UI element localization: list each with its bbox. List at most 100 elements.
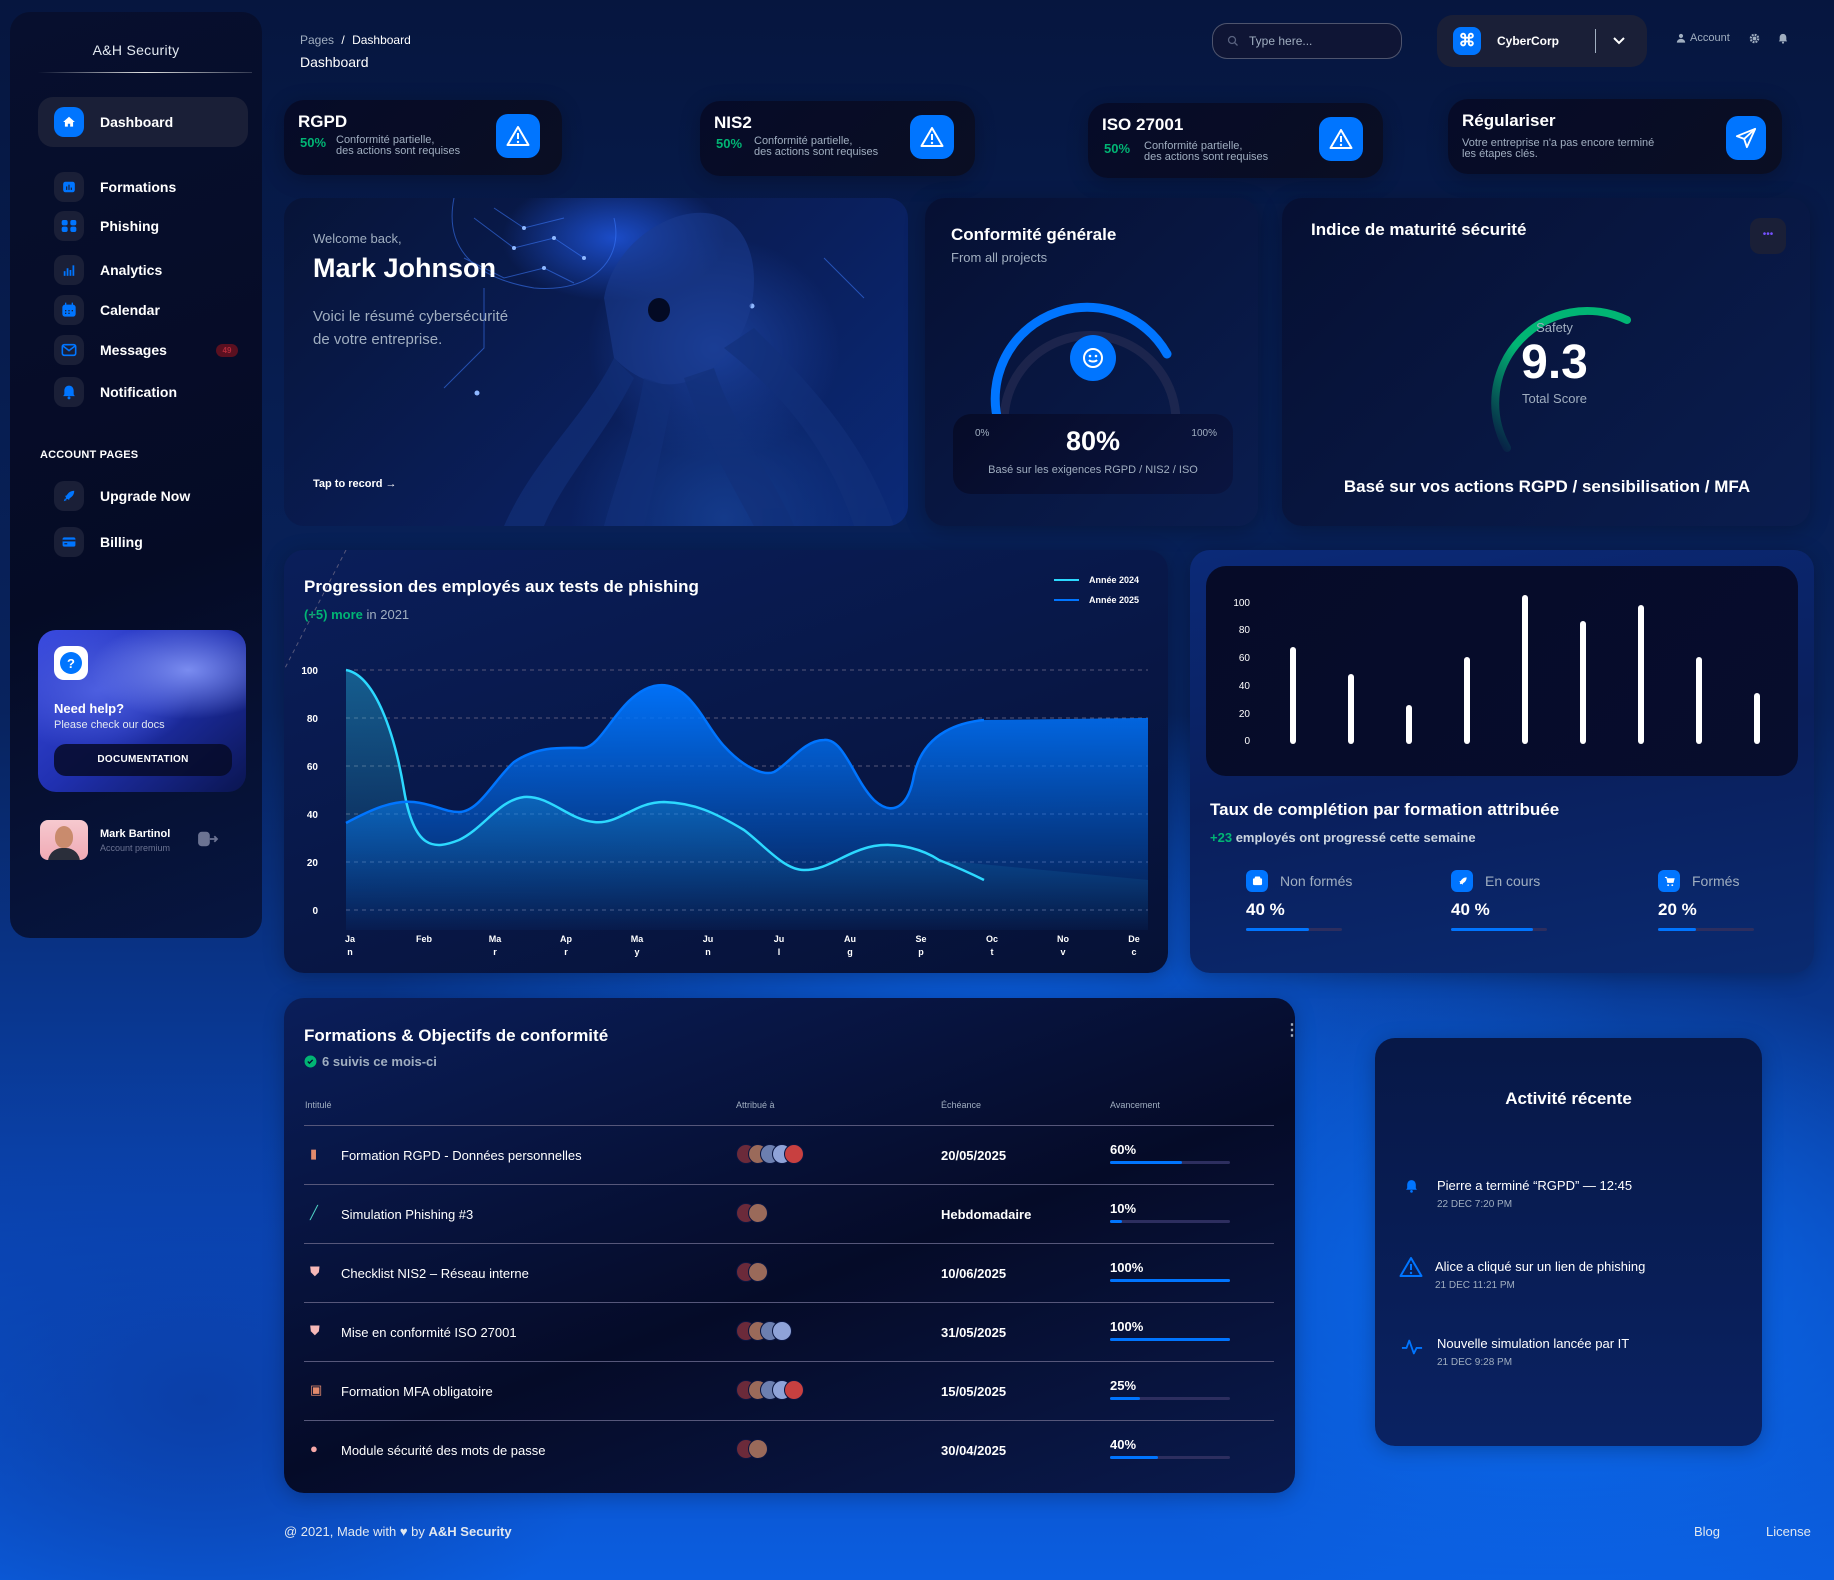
maturity-caption: Basé sur vos actions RGPD / sensibilisat…	[1343, 477, 1751, 496]
row-due-date: 10/06/2025	[941, 1266, 1007, 1281]
row-due-date: Hebdomadaire	[941, 1207, 1032, 1222]
table-row[interactable]: ⛊ Checklist NIS2 – Réseau interne 10/06/…	[304, 1243, 1274, 1302]
sidebar-item-label: Billing	[100, 534, 143, 550]
avatar-group	[736, 1203, 768, 1223]
shield-icon: ⛊	[310, 1323, 320, 1338]
row-due-date: 30/04/2025	[941, 1443, 1007, 1458]
stat-title: Régulariser	[1462, 111, 1556, 130]
user-profile[interactable]: Mark Bartinol Account premium	[40, 820, 170, 860]
svg-text:p: p	[918, 947, 924, 957]
footer-link-blog[interactable]: Blog	[1694, 1524, 1721, 1539]
row-progress: 25%	[1110, 1378, 1137, 1393]
sidebar-item-notification[interactable]: Notification	[38, 367, 248, 417]
progress-bar	[1110, 1456, 1230, 1459]
sidebar-item-messages[interactable]: Messages 49	[38, 325, 248, 375]
footer-link-license[interactable]: License	[1766, 1524, 1811, 1539]
svg-text:Ap: Ap	[560, 934, 572, 944]
row-due-date: 20/05/2025	[941, 1148, 1007, 1163]
card-title: Indice de maturité sécurité	[1311, 220, 1527, 239]
sidebar-item-label: Phishing	[100, 218, 160, 234]
welcome-message: Voici le résumé cybersécurité de votre en…	[313, 308, 509, 348]
footer-brand-link[interactable]: A&H Security	[428, 1524, 512, 1539]
brand-name: A&H Security	[92, 42, 180, 58]
avatar	[40, 820, 88, 860]
row-progress: 100%	[1110, 1319, 1144, 1334]
user-name: Mark Bartinol	[100, 827, 171, 840]
stat-card-regulariser[interactable]: Régulariser Votre entreprise n'a pas enc…	[1448, 99, 1782, 174]
breadcrumb-root[interactable]: Pages	[300, 33, 335, 47]
gear-icon[interactable]	[1749, 33, 1760, 44]
book-icon: ▮	[310, 1146, 318, 1161]
search-placeholder: Type here...	[1249, 34, 1313, 48]
table-row[interactable]: ╱ Simulation Phishing #3 Hebdomadaire 10…	[304, 1184, 1274, 1243]
table-row[interactable]: ⛊ Mise en conformité ISO 27001 31/05/202…	[304, 1302, 1274, 1361]
stat-non-formes: Non formés 40 %	[1246, 870, 1352, 931]
help-card: ? Need help? Please check our docs DOCUM…	[38, 630, 246, 792]
user-icon	[1676, 33, 1686, 43]
sidebar-item-label: Analytics	[100, 262, 163, 278]
documentation-button[interactable]: DOCUMENTATION	[54, 744, 232, 776]
column-header-intitule: Intitulé	[305, 1100, 332, 1110]
gauge-max: 100%	[1191, 428, 1217, 439]
smiley-icon	[1070, 335, 1116, 381]
sidebar-item-upgrade-now[interactable]: Upgrade Now	[38, 471, 248, 521]
check-circle-icon	[304, 1055, 317, 1068]
progress-bar	[1110, 1338, 1230, 1341]
line-chart: 100 80 60 40 20 0 Ja n Feb Ma r Ap r Ma y Ju n Ju l…	[284, 550, 1148, 957]
search-icon	[1227, 35, 1238, 46]
command-icon: ⌘	[1453, 27, 1481, 55]
bar-chart: 100 80 60 40 20 0	[1206, 566, 1798, 776]
avatar-group	[736, 1262, 768, 1282]
logout-icon[interactable]	[197, 830, 219, 853]
table-row[interactable]: ▮ Formation RGPD - Données personnelles …	[304, 1125, 1274, 1184]
svg-text:60: 60	[307, 762, 319, 773]
account-link[interactable]: Account	[1676, 32, 1730, 44]
tap-to-record-link[interactable]: Tap to record →	[313, 478, 397, 490]
sidebar-item-phishing[interactable]: Phishing	[38, 201, 248, 251]
legend-item-2024[interactable]: Année 2024	[1054, 575, 1139, 585]
table-row[interactable]: ● Module sécurité des mots de passe 30/0…	[304, 1420, 1274, 1479]
bell-icon[interactable]	[1778, 33, 1788, 44]
progress-bar	[1110, 1397, 1230, 1400]
svg-text:80: 80	[1239, 625, 1251, 636]
legend-item-2025[interactable]: Année 2025	[1054, 595, 1139, 605]
warning-icon	[910, 115, 954, 159]
table-row[interactable]: ▣ Formation MFA obligatoire 15/05/2025 2…	[304, 1361, 1274, 1420]
sidebar-item-analytics[interactable]: Analytics	[38, 245, 248, 295]
column-header-echeance: Échéance	[941, 1100, 982, 1110]
bell-icon	[54, 377, 84, 407]
column-header-attribue: Attribué à	[736, 1100, 775, 1110]
calendar-icon	[54, 295, 84, 325]
svg-text:Oc: Oc	[986, 934, 998, 944]
sidebar-item-formations[interactable]: Formations	[38, 162, 248, 212]
compliance-caption: Basé sur les exigences RGPD / NIS2 / ISO	[988, 464, 1198, 476]
sidebar-item-dashboard[interactable]: Dashboard	[38, 97, 248, 147]
search-input[interactable]: Type here...	[1212, 23, 1402, 59]
cart-icon	[1658, 870, 1680, 892]
org-selector[interactable]: ⌘ CyberCorp	[1437, 15, 1647, 67]
stat-description: Conformité partielle, des actions sont re…	[754, 135, 879, 158]
stat-card-rgpd[interactable]: RGPD 50% Conformité partielle, des action…	[284, 100, 562, 175]
svg-text:40: 40	[307, 810, 319, 821]
svg-text:De: De	[1128, 934, 1140, 944]
sidebar-item-billing[interactable]: Billing	[38, 517, 248, 567]
send-icon[interactable]	[1726, 116, 1766, 160]
phishing-progress-chart-card: Progression des employés aux tests de ph…	[284, 550, 1168, 973]
sidebar-item-calendar[interactable]: Calendar	[38, 285, 248, 335]
heart-icon: ♥	[399, 1524, 408, 1539]
credit-card-icon	[54, 527, 84, 557]
more-vertical-icon[interactable]: ⋮	[1284, 1022, 1300, 1039]
completion-rate-card: 100 80 60 40 20 0 Taux de complétion par form…	[1190, 550, 1814, 973]
svg-text:v: v	[1060, 947, 1065, 957]
card-title: Formations & Objectifs de conformité	[304, 1026, 609, 1045]
svg-text:60: 60	[1239, 653, 1251, 664]
help-icon: ?	[54, 646, 88, 680]
column-header-avancement: Avancement	[1110, 1100, 1160, 1110]
more-options-button[interactable]: •••	[1750, 218, 1786, 254]
rocket-icon	[54, 481, 84, 511]
stat-title: RGPD	[298, 112, 348, 131]
svg-text:n: n	[705, 947, 711, 957]
stat-card-iso-27001[interactable]: ISO 27001 50% Conformité partielle, des a…	[1088, 103, 1383, 178]
brain-icon: ●	[310, 1441, 318, 1456]
stat-card-nis2[interactable]: NIS2 50% Conformité partielle, des action…	[700, 101, 975, 176]
